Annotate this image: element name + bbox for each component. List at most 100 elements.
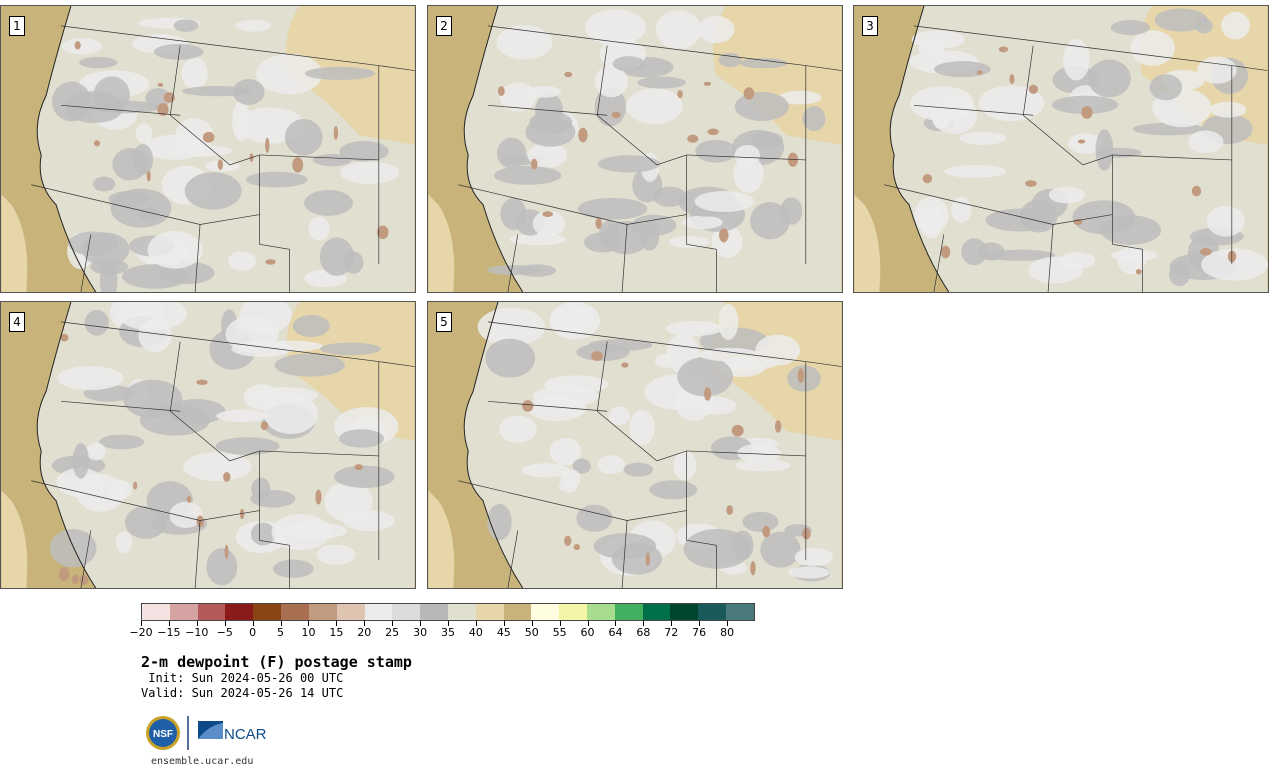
dewpoint-patch — [1195, 18, 1213, 34]
colorbar-swatch — [197, 604, 226, 620]
low-dewpoint-spot — [186, 495, 192, 503]
dewpoint-patch — [699, 327, 769, 355]
dewpoint-patch — [560, 469, 581, 488]
website-link[interactable]: ensemble.ucar.edu — [151, 756, 254, 767]
dewpoint-patch — [532, 210, 565, 237]
colorbar-tick-label: 45 — [496, 626, 511, 639]
dewpoint-patch — [1130, 30, 1175, 66]
low-dewpoint-spot — [1077, 139, 1086, 144]
dewpoint-patch — [319, 342, 381, 356]
dewpoint-patch — [496, 137, 527, 169]
low-dewpoint-spot — [611, 111, 621, 119]
colorbar-tick-label: −20 — [129, 626, 153, 639]
colorbar-swatch — [503, 604, 532, 620]
dewpoint-patch — [1051, 95, 1119, 115]
dewpoint-patch — [477, 307, 546, 347]
state-border — [80, 234, 92, 292]
dewpoint-patch — [597, 455, 625, 475]
low-dewpoint-spot — [522, 400, 534, 412]
coastal-tan — [428, 490, 455, 588]
dewpoint-patch — [121, 264, 189, 289]
colorbar-swatch — [670, 604, 699, 620]
colorbar-tick — [727, 621, 729, 626]
low-dewpoint-spot — [743, 87, 755, 100]
dewpoint-patch — [961, 238, 987, 266]
dewpoint-patch — [76, 474, 126, 512]
low-dewpoint-spot — [762, 525, 771, 538]
dewpoint-patch — [626, 88, 683, 125]
coastline — [463, 6, 524, 292]
dewpoint-patch — [225, 316, 279, 353]
colorbar-tick-label: 50 — [524, 626, 539, 639]
dewpoint-patch — [654, 353, 677, 368]
low-dewpoint-spot — [1025, 180, 1037, 187]
dewpoint-patch — [108, 191, 149, 207]
colorbar-tick-label: 20 — [357, 626, 372, 639]
low-dewpoint-spot — [564, 71, 573, 78]
low-dewpoint-spot — [1009, 74, 1015, 85]
dewpoint-patch — [517, 264, 556, 277]
colorbar-tick-label: 10 — [301, 626, 316, 639]
dewpoint-patch — [1154, 8, 1208, 32]
dewpoint-patch — [1028, 256, 1083, 284]
colorbar-tick-label: −10 — [185, 626, 209, 639]
low-dewpoint-spot — [265, 259, 276, 265]
low-dewpoint-spot — [578, 127, 588, 143]
dewpoint-patch — [1169, 261, 1191, 287]
state-border — [933, 234, 945, 292]
dewpoint-patch — [498, 415, 537, 443]
colorbar-swatch — [308, 604, 337, 620]
postage-stamp-panel-4: 4 — [0, 301, 416, 589]
dewpoint-patch — [910, 86, 975, 122]
dewpoint-patch — [1110, 249, 1158, 262]
dewpoint-patch — [584, 9, 647, 46]
dewpoint-patch — [742, 511, 779, 532]
dewpoint-patch — [933, 61, 991, 78]
dewpoint-patch — [271, 513, 331, 551]
dewpoint-patch — [250, 522, 276, 546]
colorbar-tick — [475, 621, 477, 626]
dewpoint-patch — [216, 409, 269, 423]
low-dewpoint-spot — [1073, 218, 1083, 225]
colorbar-tick-label: 5 — [277, 626, 285, 639]
colorbar-ticks: −20 −15 −10 −5 0 5 10 15 20 25 30 35 40 45 50 55 60 64 68 7… — [129, 621, 755, 641]
state-border — [60, 400, 181, 412]
colorbar-tick — [643, 621, 645, 626]
low-dewpoint-spot — [377, 225, 389, 240]
dewpoint-patch — [86, 442, 106, 461]
dewpoint-patch — [623, 462, 654, 477]
colorbar-tick — [336, 621, 338, 626]
low-dewpoint-spot — [71, 574, 80, 584]
colorbar-tick-label: 80 — [720, 626, 735, 639]
dewpoint-patch — [246, 171, 308, 188]
dewpoint-patch — [227, 251, 257, 271]
colorbar-tick-label: 35 — [441, 626, 455, 639]
state-border — [913, 104, 1034, 116]
dewpoint-patch — [81, 232, 130, 266]
dewpoint-patch — [499, 82, 537, 112]
dewpoint-patch — [1221, 11, 1251, 40]
dewpoint-patch — [780, 197, 803, 225]
low-dewpoint-spot — [750, 561, 756, 576]
colorbar-swatch — [392, 604, 421, 620]
dewpoint-patch — [655, 10, 702, 50]
dewpoint-map-2 — [428, 6, 842, 292]
dewpoint-patch — [959, 131, 1007, 145]
dewpoint-patch — [84, 309, 109, 336]
low-dewpoint-spot — [645, 552, 650, 567]
state-border — [60, 321, 415, 367]
panel-number: 4 — [9, 312, 25, 332]
dewpoint-patch — [115, 531, 133, 554]
colorbar-swatch — [559, 604, 587, 620]
postage-stamp-panel-1: 1 — [0, 5, 416, 293]
colorbar-tick-label: −15 — [157, 626, 181, 639]
low-dewpoint-spot — [595, 217, 602, 230]
dewpoint-patch — [698, 15, 735, 44]
low-dewpoint-spot — [354, 464, 364, 471]
dewpoint-patch — [272, 559, 314, 578]
low-dewpoint-spot — [163, 92, 175, 103]
low-dewpoint-spot — [133, 481, 138, 490]
state-border — [487, 321, 842, 367]
dewpoint-patch — [739, 58, 788, 69]
colorbar-tick-label: 30 — [413, 626, 428, 639]
